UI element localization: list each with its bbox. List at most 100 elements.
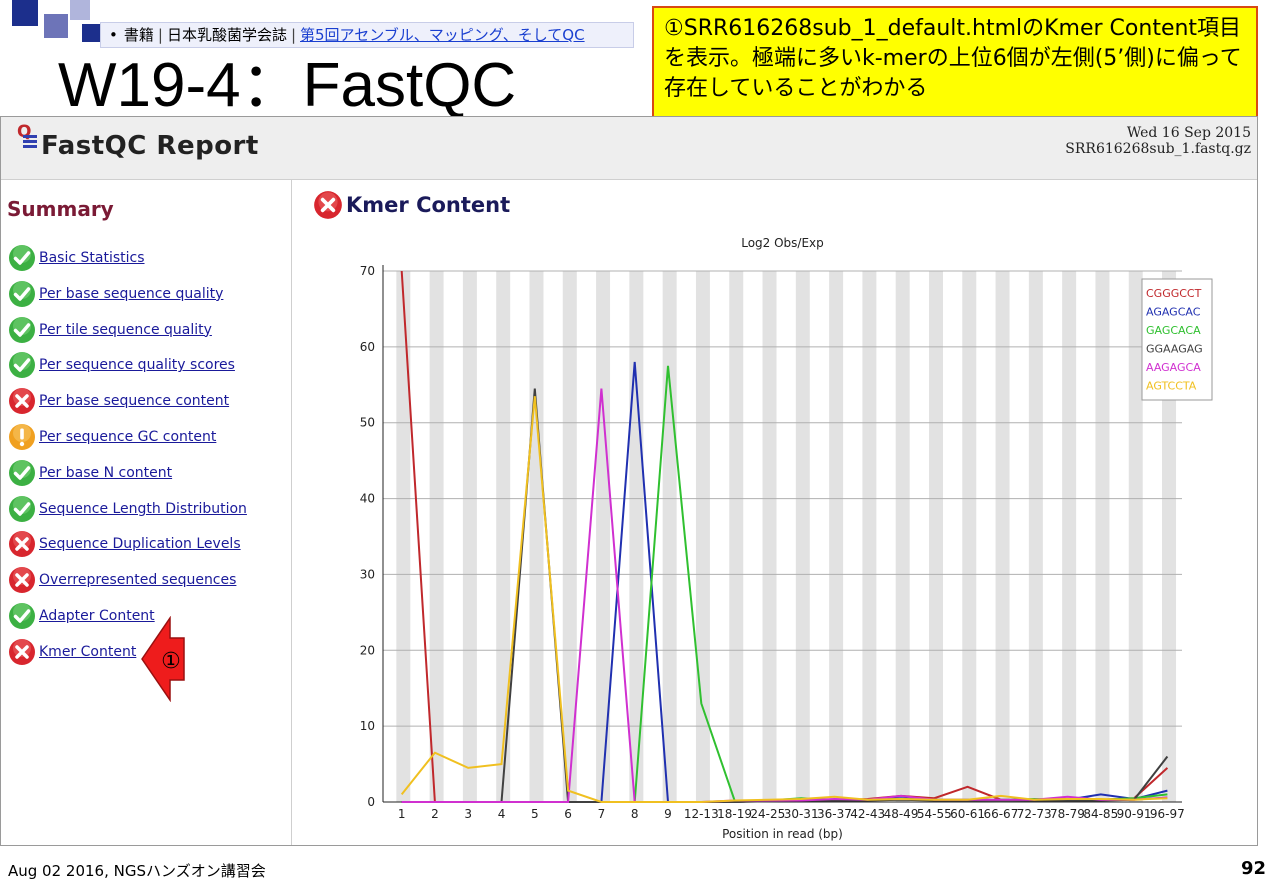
summary-item[interactable]: Per base N content <box>7 457 172 489</box>
x-tick-label: 66-67 <box>983 807 1018 821</box>
report-title: FastQC Report <box>41 131 259 161</box>
grid-band <box>1028 271 1043 802</box>
grid-band <box>695 271 710 802</box>
corner-square-small <box>70 0 90 20</box>
summary-item[interactable]: Overrepresented sequences <box>7 564 236 596</box>
grid-band <box>396 271 411 802</box>
summary-item[interactable]: Adapter Content <box>7 600 155 632</box>
summary-item[interactable]: Sequence Duplication Levels <box>7 528 241 560</box>
main-content: Kmer Content 0 10 20 30 40 50 60 70 1 2 3 4 5 6 7 8 9 12-… <box>292 179 1257 845</box>
grid-band <box>962 271 977 802</box>
x-tick-label: 78-79 <box>1050 807 1085 821</box>
section-title: Kmer Content <box>346 193 511 217</box>
series-line <box>400 270 1169 803</box>
summary-item-link[interactable]: Per base N content <box>39 464 173 481</box>
breadcrumb: • 書籍 | 日本乳酸菌学会誌 | 第5回アセンブル、マッピング、そしてQC <box>100 22 634 48</box>
left-arrow-pointer: ① <box>141 616 185 702</box>
summary-item[interactable]: Sequence Length Distribution <box>7 493 247 525</box>
summary-item[interactable]: Basic Statistics <box>7 242 145 274</box>
x-tick-label: 6 <box>564 807 572 821</box>
grid-band <box>1128 271 1143 802</box>
grid-band <box>862 271 877 802</box>
breadcrumb-link-qc[interactable]: 第5回アセンブル、マッピング、そしてQC <box>300 26 585 44</box>
y-tick-label: 30 <box>360 567 375 581</box>
grid-band <box>895 271 910 802</box>
y-tick-label: 20 <box>360 643 375 657</box>
summary-sidebar: Summary Basic Statistics Per base sequenc… <box>1 179 292 845</box>
report-date: Wed 16 Sep 2015 <box>1126 125 1251 141</box>
summary-item[interactable]: Per base sequence content <box>7 385 229 417</box>
summary-item-link[interactable]: Per base sequence content <box>39 393 230 410</box>
x-tick-label: 12-13 <box>684 807 719 821</box>
pass-icon <box>9 459 35 486</box>
x-axis-label: Position in read (bp) <box>722 827 843 841</box>
summary-item[interactable]: Kmer Content <box>7 636 136 668</box>
report-meta: Wed 16 Sep 2015 SRR616268sub_1.fastq.gz <box>1065 125 1251 157</box>
page-number: 92 <box>1240 858 1266 879</box>
chart-title: Log2 Obs/Exp <box>741 236 824 250</box>
legend-box <box>1141 278 1213 401</box>
summary-item-link[interactable]: Sequence Length Distribution <box>39 500 247 517</box>
summary-item[interactable]: Per base sequence quality <box>7 278 223 310</box>
summary-item[interactable]: Per sequence quality scores <box>7 349 235 381</box>
pass-icon <box>9 245 35 271</box>
summary-item-link[interactable]: Per sequence quality scores <box>39 357 235 374</box>
legend-entry: GGAAGAG <box>1146 343 1203 356</box>
y-tick-label: 0 <box>367 795 375 809</box>
breadcrumb-separator: | <box>290 26 297 44</box>
summary-item-link[interactable]: Basic Statistics <box>39 250 145 266</box>
legend-entry: GAGCACA <box>1146 324 1201 337</box>
x-tick-label: 3 <box>464 807 472 821</box>
fail-icon <box>314 191 342 219</box>
pass-icon <box>9 495 35 522</box>
pass-icon <box>9 352 35 379</box>
pass-icon <box>9 316 35 343</box>
series-line <box>401 365 1168 803</box>
breadcrumb-separator: | <box>157 26 163 44</box>
fail-icon <box>9 531 35 558</box>
x-tick-label: 7 <box>598 807 606 821</box>
fail-icon <box>9 638 35 665</box>
grid-band <box>462 271 477 802</box>
series-line <box>401 361 1168 803</box>
fail-icon <box>9 567 35 594</box>
x-tick-label: 2 <box>431 807 439 821</box>
series-line <box>400 396 1168 803</box>
y-tick-label: 70 <box>360 264 375 278</box>
x-tick-label: 36-37 <box>817 807 852 821</box>
x-tick-label: 72-73 <box>1017 807 1052 821</box>
summary-item-link[interactable]: Per base sequence quality <box>39 285 224 302</box>
grid-band <box>829 271 844 802</box>
grid-band <box>762 271 777 802</box>
grid-band <box>1095 271 1110 802</box>
summary-item-link[interactable]: Adapter Content <box>39 608 155 624</box>
summary-item-link[interactable]: Per sequence GC content <box>39 429 217 445</box>
grid-band <box>1162 271 1177 802</box>
pass-icon <box>9 280 35 307</box>
x-tick-label: 30-31 <box>784 807 819 821</box>
summary-item-link[interactable]: Kmer Content <box>39 643 137 660</box>
summary-item[interactable]: Per tile sequence quality <box>7 314 212 346</box>
corner-square-tiny <box>82 24 100 42</box>
grid-band <box>562 271 577 802</box>
fastqc-logo-icon: Q <box>17 122 37 148</box>
summary-item-link[interactable]: Per tile sequence quality <box>39 321 212 338</box>
summary-item-link[interactable]: Overrepresented sequences <box>39 572 237 589</box>
x-tick-label: 42-43 <box>850 807 885 821</box>
grid-band <box>662 271 677 802</box>
breadcrumb-item-journal[interactable]: 日本乳酸菌学会誌 <box>166 26 287 44</box>
x-tick-label: 9 <box>664 807 672 821</box>
summary-item-link[interactable]: Sequence Duplication Levels <box>39 536 241 553</box>
x-tick-label: 90-91 <box>1117 807 1152 821</box>
x-tick-label: 24-25 <box>750 807 785 821</box>
x-tick-label: 84-85 <box>1083 807 1118 821</box>
breadcrumb-item-books[interactable]: 書籍 <box>123 26 154 44</box>
report-header: Q FastQC Report Wed 16 Sep 2015 SRR61626… <box>1 117 1257 180</box>
summary-heading: Summary <box>7 197 114 221</box>
fastqc-report-window: Q FastQC Report Wed 16 Sep 2015 SRR61626… <box>0 116 1258 846</box>
x-tick-label: 54-55 <box>917 807 952 821</box>
section-heading: Kmer Content <box>312 189 510 221</box>
grid-band <box>529 271 544 802</box>
summary-item[interactable]: Per sequence GC content <box>7 421 216 453</box>
